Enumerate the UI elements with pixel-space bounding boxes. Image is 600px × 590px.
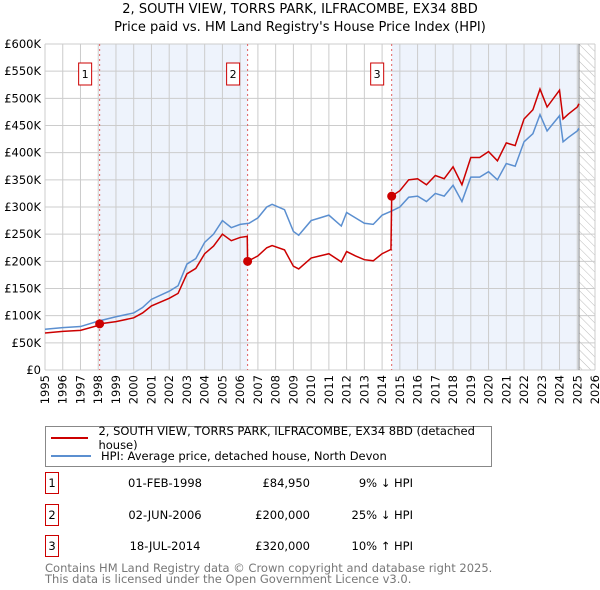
- x-tick-label: 2006: [233, 375, 247, 404]
- x-tick-label: 2008: [269, 375, 283, 404]
- chart-subtitle: Price paid vs. HM Land Registry's House …: [114, 20, 486, 35]
- x-tick-label: 2015: [393, 375, 407, 404]
- x-tick-label: 2007: [251, 375, 265, 404]
- legend-label-property: 2, SOUTH VIEW, TORRS PARK, ILFRACOMBE, E…: [98, 424, 475, 452]
- x-tick-label: 2011: [322, 375, 336, 404]
- sale-date: 01-FEB-1998: [128, 476, 202, 490]
- price-chart: 1995 1996 1997 1998 1999 2000 2001 2002 2003 2004…: [4, 37, 600, 404]
- y-tick-label: £100K: [4, 309, 41, 323]
- y-tick-label: £300K: [4, 200, 41, 214]
- sale-row: 3 18-JUL-2014 £320,000 10% ↑ HPI: [45, 535, 445, 557]
- sale-row: 1 01-FEB-1998 £84,950 9% ↓ HPI: [45, 472, 445, 494]
- x-tick-label: 2014: [375, 375, 389, 404]
- legend-swatch-property: [51, 437, 89, 439]
- sale-date: 02-JUN-2006: [128, 508, 202, 522]
- x-tick-label: 2001: [144, 375, 158, 404]
- x-tick-label: 2009: [286, 375, 300, 404]
- sale-label-number: 3: [374, 68, 381, 81]
- sale-price: £200,000: [255, 508, 310, 522]
- sale-date: 18-JUL-2014: [129, 539, 201, 553]
- y-tick-label: £0: [26, 363, 41, 377]
- x-tick-label: 2024: [553, 375, 567, 404]
- x-tick-label: 2005: [215, 375, 229, 404]
- sale-marker-number: 1: [45, 472, 59, 494]
- x-tick-label: 2020: [482, 375, 496, 404]
- sale-label-box: [226, 62, 241, 86]
- price-paid-line: [44, 86, 580, 334]
- x-tick-label: 2018: [446, 375, 460, 404]
- y-tick-label: £200K: [4, 254, 41, 268]
- legend-swatch-hpi: [51, 455, 91, 457]
- x-tick-label: 2026: [588, 375, 600, 404]
- y-tick-label: £500K: [4, 91, 41, 105]
- y-tick-label: £600K: [4, 37, 41, 51]
- x-tick-label: 2019: [464, 375, 478, 404]
- chart-title: 2, SOUTH VIEW, TORRS PARK, ILFRACOMBE, E…: [122, 2, 478, 17]
- sale-hpi-diff: 10% ↑ HPI: [351, 539, 413, 553]
- x-tick-label: 2025: [570, 375, 584, 404]
- x-tick-label: 1997: [73, 375, 87, 404]
- x-tick-label: 1999: [109, 375, 123, 404]
- x-tick-label: 1996: [56, 375, 70, 404]
- x-tick-label: 2000: [127, 375, 141, 404]
- sale-hpi-diff: 25% ↓ HPI: [351, 508, 413, 522]
- y-tick-label: £400K: [4, 146, 41, 160]
- sale-marker-number: 2: [45, 504, 59, 526]
- x-tick-label: 2012: [340, 375, 354, 404]
- sale-label-box: [370, 62, 385, 86]
- hpi-line: [44, 112, 580, 330]
- footer-copyright: Contains HM Land Registry data © Crown c…: [45, 561, 493, 575]
- x-tick-label: 2021: [499, 375, 513, 404]
- sale-label-number: 2: [230, 68, 237, 81]
- sale-price: £320,000: [255, 539, 310, 553]
- sale-price: £84,950: [262, 476, 310, 490]
- sale-hpi-diff: 9% ↓ HPI: [358, 476, 413, 490]
- x-tick-label: 2003: [180, 375, 194, 404]
- x-tick-label: 2004: [198, 375, 212, 404]
- x-tick-label: 2013: [357, 375, 371, 404]
- legend: 2, SOUTH VIEW, TORRS PARK, ILFRACOMBE, E…: [45, 424, 492, 467]
- x-tick-label: 2010: [304, 375, 318, 404]
- footer-licence: This data is licensed under the Open Gov…: [45, 572, 412, 586]
- y-tick-label: £150K: [4, 282, 41, 296]
- sale-label-box: [78, 62, 93, 86]
- sale-point: [95, 319, 105, 329]
- x-tick-label: 2016: [411, 375, 425, 404]
- y-tick-label: £550K: [4, 64, 41, 78]
- y-tick-label: £450K: [4, 119, 41, 133]
- legend-label-hpi: HPI: Average price, detached house, Nort…: [101, 449, 387, 463]
- x-tick-label: 1998: [91, 375, 105, 404]
- sale-label-number: 1: [82, 68, 89, 81]
- y-tick-label: £350K: [4, 173, 41, 187]
- x-tick-label: 2022: [517, 375, 531, 404]
- x-tick-label: 2017: [428, 375, 442, 404]
- x-tick-label: 2023: [535, 375, 549, 404]
- sale-point: [387, 191, 397, 201]
- x-tick-label: 1995: [38, 375, 52, 404]
- sale-row: 2 02-JUN-2006 £200,000 25% ↓ HPI: [45, 504, 445, 526]
- x-tick-label: 2002: [162, 375, 176, 404]
- sale-marker-number: 3: [45, 535, 59, 557]
- y-tick-label: £50K: [12, 336, 42, 350]
- sale-point: [243, 256, 253, 266]
- y-tick-label: £250K: [4, 227, 41, 241]
